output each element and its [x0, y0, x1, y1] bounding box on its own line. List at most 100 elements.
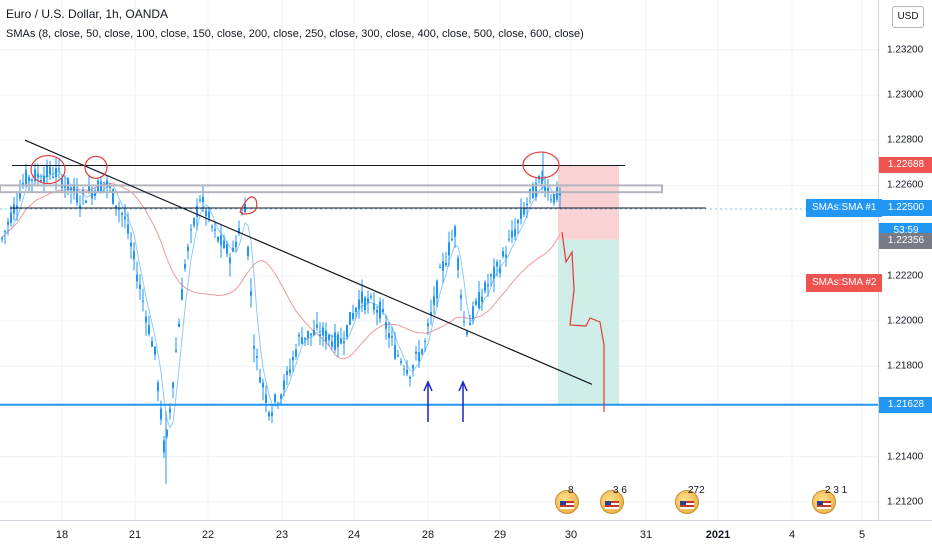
candle-body [37, 173, 39, 178]
candle-body [544, 186, 546, 191]
candle-body [262, 382, 264, 388]
currency-button[interactable]: USD [892, 6, 924, 28]
chart-pane[interactable]: Euro / U.S. Dollar, 1h, OANDA SMAs (8, c… [0, 0, 878, 520]
candle-body [73, 185, 75, 194]
candle-body [40, 179, 42, 182]
candle-body [256, 356, 258, 358]
candle-body [445, 262, 447, 266]
candle-body [310, 333, 312, 336]
candle-body [469, 322, 471, 326]
candle-body [91, 190, 93, 199]
event-count: 8 [568, 485, 574, 496]
candle-body [121, 213, 123, 215]
price-tick-label: 1.22800 [887, 134, 924, 146]
time-axis[interactable]: 18 21 22 23 24 28 29 30 31 2021 4 5 [0, 520, 932, 551]
candle-body [301, 337, 303, 344]
price-tick-label: 1.22600 [887, 179, 924, 191]
price-badge: 1.21628 [879, 397, 932, 414]
time-tick-label: 24 [347, 529, 361, 541]
candle-body [52, 176, 54, 178]
candle-body [97, 180, 99, 193]
candle-body [421, 349, 423, 354]
candle-body [196, 206, 198, 217]
candle-body [514, 229, 516, 237]
candle-body [268, 412, 270, 417]
candle-body [424, 340, 426, 342]
candle-body [46, 165, 48, 177]
candle-body [460, 295, 462, 299]
symbol-title: Euro / U.S. Dollar, 1h, OANDA [6, 7, 169, 21]
candle-body [496, 261, 498, 267]
us-flag-event-icon[interactable]: 8 [555, 485, 579, 514]
highlight-circle [239, 196, 258, 215]
candle-body [340, 338, 342, 344]
candle-body [169, 408, 171, 413]
candle-body [220, 235, 222, 246]
candle-body [157, 382, 159, 392]
candle-body [106, 180, 108, 186]
candle-body [70, 187, 72, 191]
time-tick-label: 23 [275, 529, 289, 541]
candle-body [463, 321, 465, 323]
price-tick-label: 1.22200 [887, 270, 924, 282]
candle-body [229, 257, 231, 264]
candle-body [151, 340, 153, 347]
candle-body [22, 182, 24, 186]
candle-body [67, 177, 69, 191]
candle-body [79, 205, 81, 208]
drawings[interactable] [0, 139, 878, 422]
candle-body [334, 332, 336, 350]
candle-body [217, 237, 219, 242]
event-count: 2 3 1 [825, 485, 848, 496]
candle-body [481, 296, 483, 303]
price-tick-label: 1.21800 [887, 360, 924, 372]
candle-body [385, 322, 387, 329]
candle-body [364, 297, 366, 311]
candle-body [124, 216, 126, 220]
time-tick-label: 29 [493, 529, 507, 541]
candle-body [541, 177, 543, 184]
candle-body [454, 226, 456, 237]
candle-body [295, 349, 297, 357]
us-flag-event-icon[interactable]: 2 3 1 [812, 485, 847, 514]
candle-body [235, 241, 237, 248]
candle-body [292, 356, 294, 361]
candle-body [112, 189, 114, 204]
price-axis[interactable]: 1.23200 1.23000 1.22800 1.22600 1.22200 1.220… [878, 0, 932, 520]
candle-body [505, 254, 507, 258]
candle-body [511, 230, 513, 238]
position-zones [558, 165, 619, 405]
candle-body [238, 228, 240, 234]
indicator-legend[interactable]: SMAs (8, close, 50, close, 100, close, 1… [6, 28, 584, 40]
candle-body [10, 212, 12, 223]
us-flag-event-icon[interactable]: 3 6 [600, 485, 627, 514]
candle-body [214, 229, 216, 231]
us-flag-event-icon[interactable]: 272 [675, 485, 705, 514]
candle-body [160, 408, 162, 420]
candle-body [526, 203, 528, 206]
resistance-zone-box [0, 184, 663, 194]
candle-body [259, 377, 261, 383]
candle-body [175, 349, 177, 352]
candle-body [136, 274, 138, 282]
candle-body [499, 267, 501, 274]
candle-body [520, 209, 522, 219]
candle-body [406, 369, 408, 374]
price-chart[interactable] [0, 0, 878, 520]
candle-body [76, 190, 78, 203]
candle-body [61, 178, 63, 189]
candle-body [415, 351, 417, 354]
candle-body [109, 186, 111, 188]
candle-body [205, 210, 207, 217]
candle-body [265, 394, 267, 403]
candle-body [142, 300, 144, 302]
candle-body [286, 370, 288, 375]
candle-body [94, 190, 96, 196]
candle-body [31, 179, 33, 181]
time-tick-label: 22 [201, 529, 215, 541]
candle-body [493, 266, 495, 279]
candle-body [430, 311, 432, 316]
candle-body [130, 242, 132, 247]
candle-body [532, 183, 534, 199]
trend-line [24, 139, 593, 385]
